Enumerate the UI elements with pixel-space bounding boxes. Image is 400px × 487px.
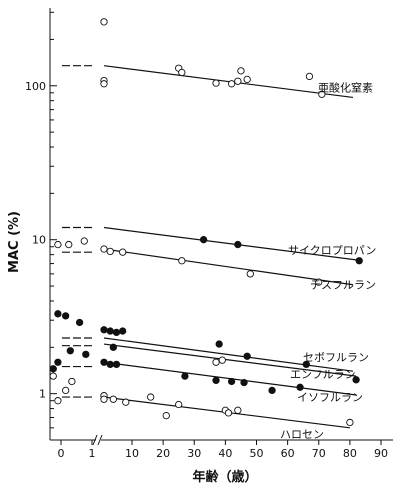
- open-data-point: [224, 409, 233, 417]
- filled-data-point: [215, 340, 223, 348]
- regression-line: [103, 337, 354, 372]
- series-label: デスフルラン: [310, 278, 376, 292]
- open-data-point: [54, 240, 62, 249]
- y-tick-label: 1: [39, 388, 46, 401]
- open-data-point: [305, 72, 314, 81]
- open-data-point: [212, 79, 220, 87]
- regression-line: [103, 226, 357, 261]
- open-data-point: [178, 68, 186, 77]
- x-tick-label: 40: [218, 447, 232, 460]
- filled-data-point: [106, 360, 114, 369]
- filled-data-point: [62, 312, 70, 320]
- x-tick-label: 0: [58, 447, 65, 460]
- open-data-point: [237, 67, 245, 75]
- open-data-point: [100, 245, 108, 253]
- filled-data-point: [234, 240, 242, 249]
- filled-data-point: [49, 365, 57, 373]
- open-data-point: [212, 358, 220, 366]
- open-data-point: [315, 278, 323, 286]
- filled-data-point: [109, 343, 117, 351]
- open-data-point: [106, 247, 114, 256]
- open-data-point: [162, 411, 170, 420]
- filled-data-point: [82, 350, 90, 359]
- open-data-point: [178, 257, 186, 265]
- open-data-point: [80, 237, 88, 245]
- x-axis-break-mark: [97, 434, 103, 446]
- open-data-point: [122, 398, 130, 406]
- series-label: イソフルラン: [297, 391, 363, 404]
- open-data-point: [100, 395, 108, 403]
- regression-line: [103, 248, 354, 286]
- open-data-point: [119, 248, 127, 256]
- regression-line: [103, 65, 354, 99]
- series-label: サイクロプロパン: [288, 244, 376, 257]
- filled-data-point: [352, 376, 360, 384]
- filled-data-point: [54, 358, 62, 366]
- filled-data-point: [112, 328, 121, 337]
- open-data-point: [318, 90, 326, 98]
- series-label: ハロセン: [280, 428, 324, 441]
- open-data-point: [246, 270, 254, 278]
- open-data-point: [100, 80, 108, 88]
- y-tick-label: 100: [25, 80, 46, 93]
- filled-data-point: [212, 376, 220, 385]
- filled-data-point: [302, 360, 310, 369]
- open-data-point: [109, 395, 117, 403]
- filled-data-point: [106, 327, 114, 335]
- filled-data-point: [243, 352, 251, 360]
- x-axis-break-mark: [92, 434, 98, 446]
- filled-data-point: [54, 310, 62, 318]
- open-data-point: [218, 356, 226, 364]
- x-tick-label: 70: [312, 447, 326, 460]
- filled-data-point: [355, 257, 363, 265]
- filled-data-point: [75, 318, 84, 327]
- open-data-point: [100, 18, 108, 26]
- open-data-point: [227, 80, 236, 88]
- filled-data-point: [119, 327, 127, 335]
- filled-data-point: [181, 372, 189, 380]
- series-label: セボフルラン: [303, 351, 369, 364]
- regression-line: [103, 361, 357, 396]
- filled-data-point: [100, 326, 108, 334]
- series-label: 亜酸化窒素: [318, 80, 373, 94]
- x-tick-label: 20: [156, 447, 170, 460]
- x-tick-label: 60: [281, 447, 295, 460]
- x-tick-label: 80: [343, 447, 357, 460]
- x-tick-label: 10: [125, 447, 139, 460]
- filled-data-point: [199, 236, 208, 244]
- y-axis-title: MAC (%): [7, 211, 22, 273]
- open-data-point: [49, 372, 57, 380]
- y-tick-label: 10: [32, 234, 46, 247]
- filled-data-point: [268, 386, 276, 395]
- open-data-point: [234, 406, 242, 414]
- x-tick-label: 50: [250, 447, 264, 460]
- open-data-point: [62, 386, 70, 395]
- filled-data-point: [66, 347, 74, 355]
- open-data-point: [243, 75, 251, 84]
- open-data-point: [68, 377, 76, 386]
- series-label: エンフルラン: [290, 368, 356, 381]
- open-data-point: [65, 240, 73, 249]
- open-data-point: [54, 397, 62, 405]
- x-axis-title: 年齢（歳）: [192, 469, 257, 485]
- x-tick-label: 90: [374, 447, 388, 460]
- x-tick-label: 1: [89, 447, 96, 460]
- x-tick-label: 30: [187, 447, 201, 460]
- open-data-point: [234, 77, 242, 85]
- open-data-point: [147, 393, 155, 401]
- open-data-point: [175, 400, 183, 409]
- regression-line: [103, 343, 357, 377]
- open-data-point: [346, 418, 354, 427]
